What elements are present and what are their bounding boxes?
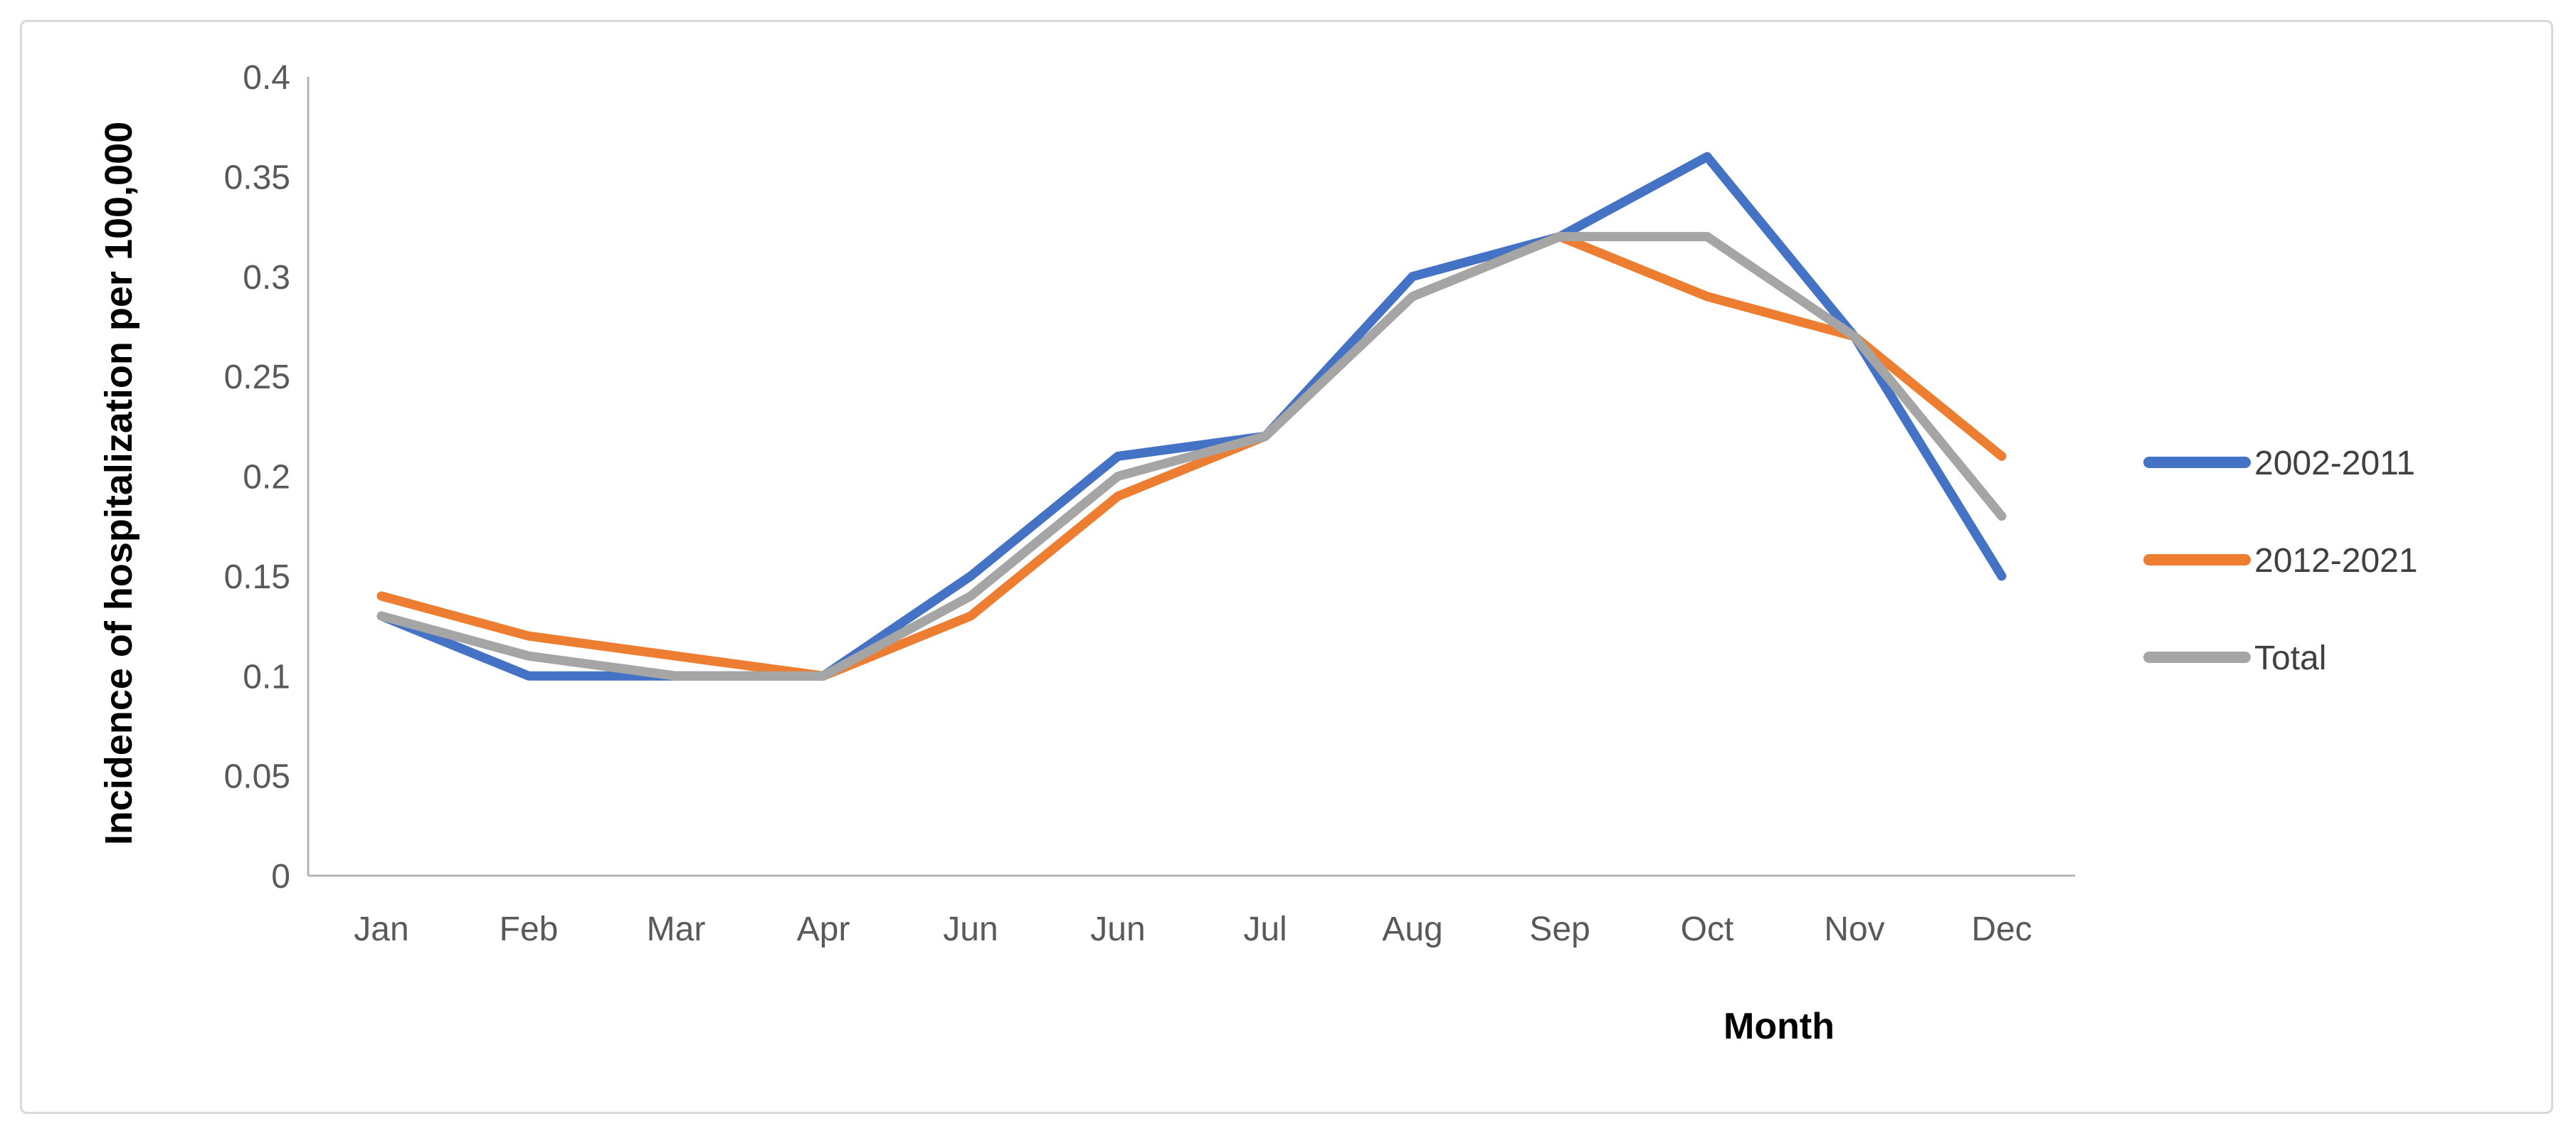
y-tick-label: 0.05 [224,758,290,796]
y-tick-label: 0.3 [243,259,290,297]
series-line-2012-2021 [376,232,2007,681]
y-tick-label: 0.35 [224,159,290,196]
x-tick-label: Sep [1529,911,1590,948]
x-tick-label: Jun [1090,911,1145,948]
chart-frame [20,20,2553,1114]
series-line-total [376,232,2007,681]
x-tick-label: Aug [1382,911,1442,948]
y-tick-label: 0 [271,858,290,896]
x-tick-label: Jan [354,911,408,948]
y-tick-label: 0.25 [224,359,290,396]
x-tick-label: Nov [1824,911,1884,948]
y-tick-label: 0.1 [243,658,290,696]
x-tick-label: Jul [1243,911,1287,948]
x-tick-label: Mar [647,911,706,948]
legend-label-2012-2021: 2012-2021 [2254,542,2418,580]
y-tick-label: 0.4 [243,59,290,97]
x-tick-label: Jun [943,911,998,948]
series-line-2002-2011 [376,152,2007,681]
y-tick-label: 0.2 [243,459,290,497]
x-tick-label: Apr [797,911,850,948]
legend-label-2002-2011: 2002-2011 [2254,445,2415,482]
x-tick-label: Dec [1971,911,2032,948]
x-tick-label: Feb [500,911,559,948]
x-tick-label: Oct [1681,911,1734,948]
y-tick-label: 0.15 [224,558,290,596]
x-axis-title: Month [1724,1006,1835,1047]
y-axis-title: Incidence of hospitalization per 100,000 [97,122,140,845]
legend-label-total: Total [2254,639,2326,677]
